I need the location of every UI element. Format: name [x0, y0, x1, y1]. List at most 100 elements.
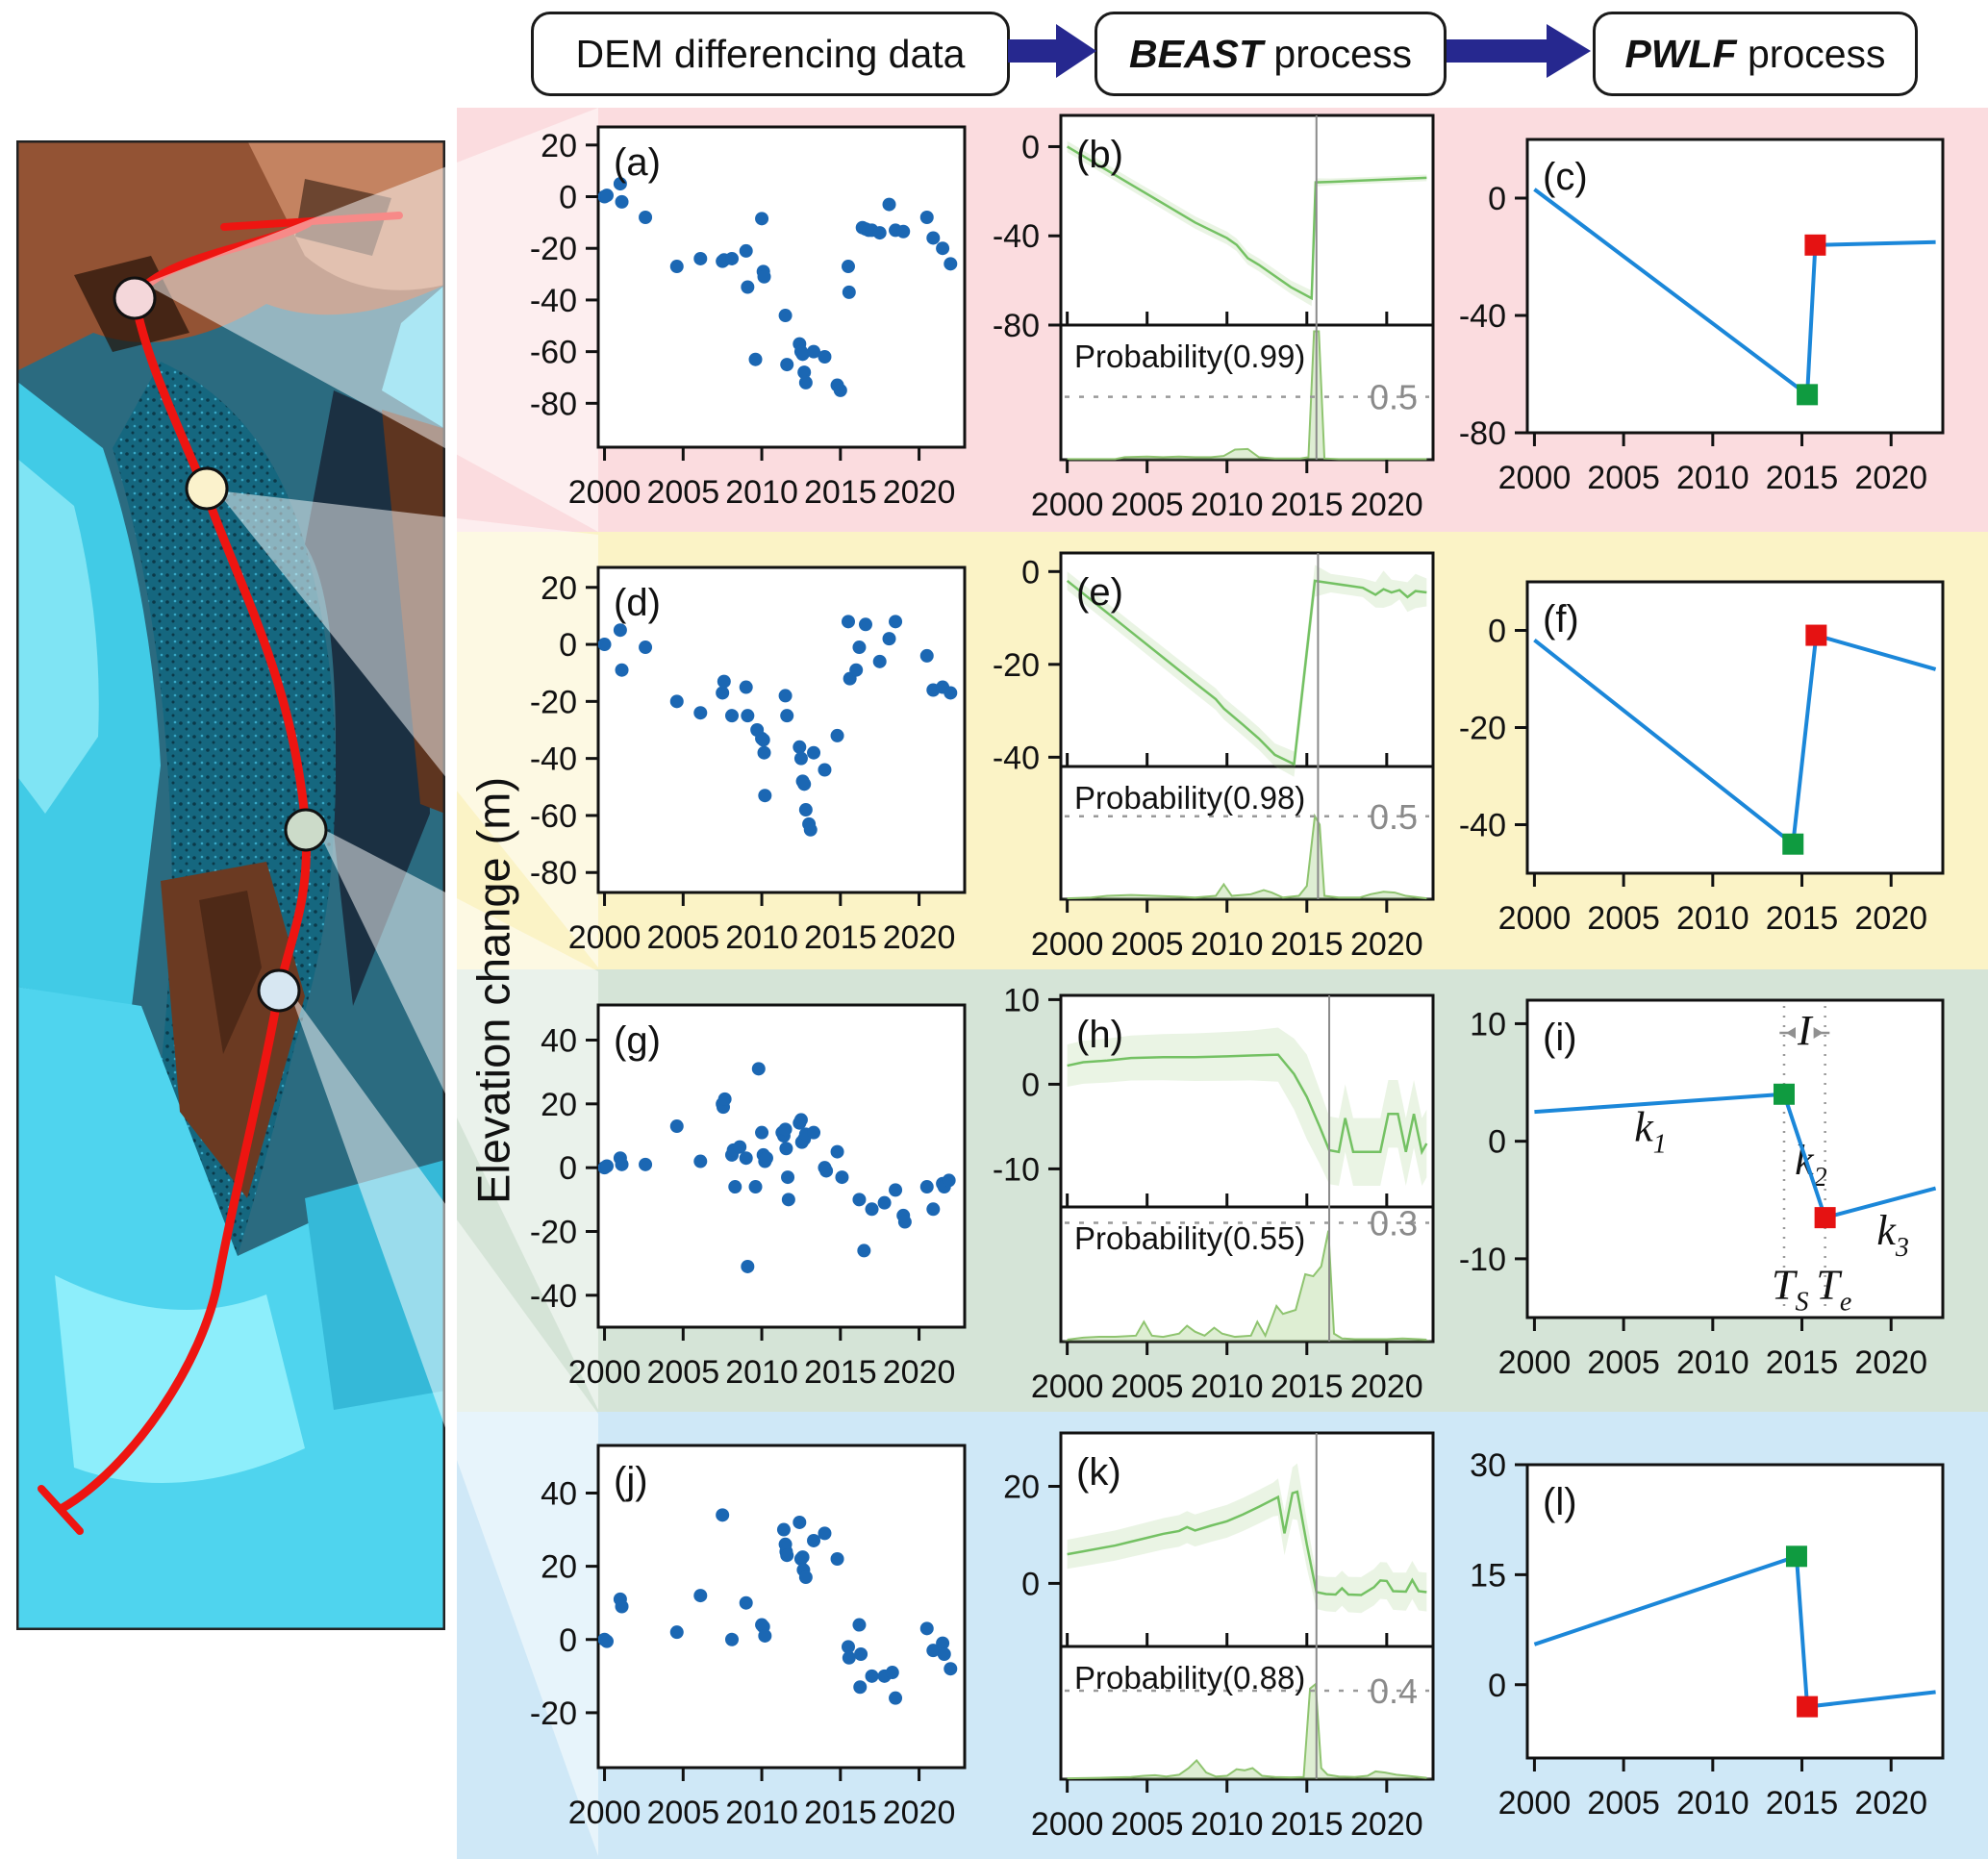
svg-text:(c): (c): [1543, 156, 1588, 198]
svg-text:2000: 2000: [1498, 1785, 1572, 1821]
svg-text:2015: 2015: [1271, 1806, 1344, 1843]
svg-text:2000: 2000: [1031, 1369, 1104, 1405]
svg-text:-10: -10: [993, 1151, 1040, 1188]
svg-text:0: 0: [559, 627, 577, 664]
svg-text:-20: -20: [530, 1214, 577, 1250]
svg-text:-40: -40: [1459, 298, 1506, 335]
svg-text:2015: 2015: [1271, 487, 1344, 523]
svg-text:-20: -20: [993, 647, 1040, 684]
svg-text:0.5: 0.5: [1370, 378, 1418, 417]
svg-text:(g): (g): [614, 1019, 661, 1062]
flow-box-dem-text: DEM differencing data: [575, 31, 966, 76]
scatter-points: [597, 615, 958, 837]
svg-text:-40: -40: [1459, 808, 1506, 844]
flow-box-beast-bold: BEAST: [1129, 31, 1263, 76]
probability-line: [1067, 330, 1427, 461]
svg-text:-80: -80: [530, 855, 577, 892]
svg-text:2000: 2000: [568, 919, 642, 956]
svg-text:(h): (h): [1076, 1014, 1123, 1056]
svg-text:2010: 2010: [1191, 926, 1264, 963]
svg-text:0: 0: [559, 1150, 577, 1187]
svg-text:2005: 2005: [646, 919, 719, 956]
svg-text:2015: 2015: [1766, 460, 1839, 496]
svg-text:TS: TS: [1772, 1261, 1808, 1317]
svg-text:20: 20: [541, 570, 577, 607]
svg-text:2000: 2000: [1031, 926, 1104, 963]
svg-text:2010: 2010: [725, 1354, 798, 1391]
svg-text:-20: -20: [530, 1696, 577, 1732]
probability-line: [1067, 1230, 1427, 1341]
breakpoint-end-marker: [1805, 624, 1827, 646]
svg-text:2015: 2015: [804, 474, 877, 511]
panel-d: 20 0 -20 -40 -60 -80 2000 2005 2010 2015 2020 (d): [530, 565, 967, 956]
panel-k: 0.4 Probability(0.88) 20 0 2000 2005 2010 2015 2…: [1003, 1431, 1435, 1843]
svg-text:-60: -60: [530, 335, 577, 371]
svg-text:2005: 2005: [1111, 1369, 1184, 1405]
scatter-points: [597, 1508, 958, 1705]
breakpoint-end-marker: [1814, 1207, 1836, 1229]
svg-text:2000: 2000: [1498, 460, 1572, 496]
svg-text:2020: 2020: [1854, 900, 1927, 937]
svg-text:20: 20: [541, 1549, 577, 1586]
svg-text:2000: 2000: [1498, 1344, 1572, 1381]
svg-text:2005: 2005: [1587, 1785, 1660, 1821]
svg-text:2020: 2020: [883, 474, 956, 511]
svg-text:(j): (j): [614, 1460, 648, 1502]
svg-text:0: 0: [1488, 1668, 1506, 1704]
svg-text:30: 30: [1470, 1447, 1506, 1484]
svg-text:2000: 2000: [1031, 487, 1104, 523]
panel-a: 20 0 -20 -40 -60 -80 2000 2005 2010 2015 2020 (a): [530, 125, 967, 511]
svg-text:2005: 2005: [646, 1795, 719, 1831]
panel-l: 30 15 0 2000 2005 2010 2015 2020 (l): [1470, 1447, 1945, 1821]
svg-text:k1: k1: [1634, 1104, 1667, 1160]
svg-text:20: 20: [541, 128, 577, 164]
svg-text:2020: 2020: [1350, 487, 1423, 523]
svg-text:(f): (f): [1543, 598, 1579, 641]
svg-text:0: 0: [1021, 554, 1040, 590]
svg-text:-40: -40: [530, 741, 577, 778]
svg-text:40: 40: [541, 1475, 577, 1512]
svg-text:(a): (a): [614, 141, 661, 184]
svg-text:-80: -80: [1459, 415, 1506, 452]
svg-text:0: 0: [1488, 614, 1506, 650]
flow-box-dem: DEM differencing data: [531, 12, 1010, 96]
svg-text:0: 0: [1021, 129, 1040, 165]
svg-text:-80: -80: [530, 386, 577, 422]
svg-text:-20: -20: [530, 231, 577, 267]
confidence-band: [1067, 565, 1427, 777]
svg-text:2000: 2000: [568, 1354, 642, 1391]
svg-text:0: 0: [1021, 1067, 1040, 1103]
profile-point-3: [284, 808, 328, 852]
svg-text:(b): (b): [1076, 134, 1123, 176]
svg-text:0.3: 0.3: [1370, 1203, 1418, 1243]
svg-text:Probability(0.99): Probability(0.99): [1074, 339, 1305, 374]
panel-f: 0 -20 -40 2000 2005 2010 2015 2020 (f): [1459, 580, 1945, 937]
profile-point-1: [113, 276, 157, 320]
svg-text:-60: -60: [530, 798, 577, 835]
svg-text:2010: 2010: [1191, 1369, 1264, 1405]
flow-box-beast: BEAST process: [1095, 12, 1447, 96]
svg-text:2005: 2005: [1111, 926, 1184, 963]
panel-g: 40 20 0 -20 -40 2000 2005 2010 2015 2020 (g): [530, 1003, 967, 1391]
svg-text:2010: 2010: [1191, 487, 1264, 523]
svg-text:(d): (d): [614, 582, 661, 624]
svg-text:0.5: 0.5: [1370, 797, 1418, 837]
flow-box-pwlf-text: process: [1736, 31, 1886, 76]
svg-text:2010: 2010: [725, 474, 798, 511]
breakpoint-end-marker: [1797, 1696, 1819, 1718]
svg-text:2010: 2010: [725, 919, 798, 956]
trend-line: [1066, 579, 1427, 766]
svg-text:2010: 2010: [1676, 1344, 1749, 1381]
flow-arrow-icon: [1008, 24, 1096, 78]
svg-text:2000: 2000: [568, 1795, 642, 1831]
svg-text:2000: 2000: [568, 474, 642, 511]
svg-text:2015: 2015: [804, 1795, 877, 1831]
svg-text:2020: 2020: [883, 1795, 956, 1831]
svg-text:-20: -20: [1459, 711, 1506, 747]
flow-box-pwlf: PWLF process: [1593, 12, 1918, 96]
probability-line: [1067, 813, 1427, 900]
flow-box-beast-text: process: [1263, 31, 1412, 76]
svg-text:2010: 2010: [725, 1795, 798, 1831]
svg-text:2010: 2010: [1676, 900, 1749, 937]
